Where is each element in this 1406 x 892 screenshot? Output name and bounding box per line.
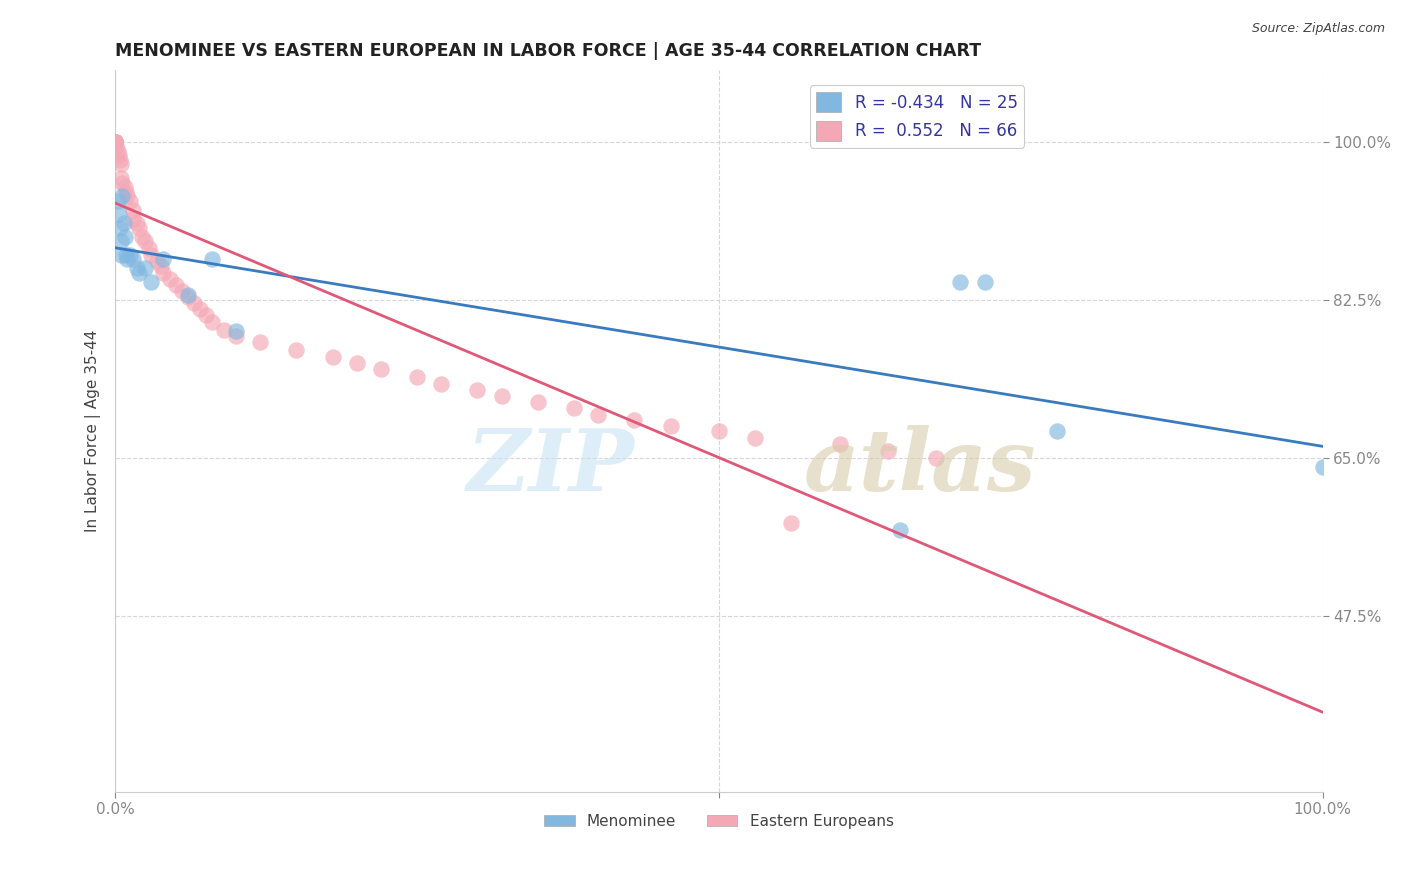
Point xyxy=(176,288,198,302)
Point xyxy=(104,135,127,149)
Point xyxy=(111,189,134,203)
Point xyxy=(212,323,235,337)
Point xyxy=(194,308,217,322)
Text: MENOMINEE VS EASTERN EUROPEAN IN LABOR FORCE | AGE 35-44 CORRELATION CHART: MENOMINEE VS EASTERN EUROPEAN IN LABOR F… xyxy=(115,42,981,60)
Point xyxy=(707,424,730,438)
Point xyxy=(107,144,129,158)
Point xyxy=(183,295,205,310)
Point xyxy=(118,248,141,262)
Point xyxy=(138,241,160,255)
Point xyxy=(188,301,211,316)
Point xyxy=(108,207,131,221)
Point xyxy=(104,135,127,149)
Point xyxy=(104,135,127,149)
Point xyxy=(104,135,127,149)
Point xyxy=(176,290,198,304)
Point xyxy=(128,220,150,235)
Y-axis label: In Labor Force | Age 35-44: In Labor Force | Age 35-44 xyxy=(86,330,101,532)
Point xyxy=(467,383,489,397)
Point xyxy=(108,148,131,162)
Point xyxy=(562,401,585,416)
Point xyxy=(104,135,127,149)
Point xyxy=(104,135,127,149)
Point xyxy=(115,248,138,262)
Point xyxy=(165,277,187,292)
Point xyxy=(134,261,156,276)
Point xyxy=(122,211,145,226)
Point xyxy=(112,216,135,230)
Point xyxy=(370,362,392,376)
Point xyxy=(780,516,803,530)
Point xyxy=(346,356,368,370)
Point xyxy=(125,216,148,230)
Point xyxy=(117,252,139,267)
Point xyxy=(949,275,972,289)
Point xyxy=(122,252,145,267)
Text: ZIP: ZIP xyxy=(467,425,634,508)
Point xyxy=(1046,424,1069,438)
Legend: Menominee, Eastern Europeans: Menominee, Eastern Europeans xyxy=(538,807,900,835)
Point xyxy=(152,252,174,267)
Point xyxy=(170,284,193,298)
Point xyxy=(973,275,995,289)
Point xyxy=(104,135,127,149)
Point xyxy=(115,185,138,199)
Point xyxy=(104,135,127,149)
Point xyxy=(104,135,127,149)
Point xyxy=(201,315,224,329)
Point xyxy=(526,395,548,409)
Point xyxy=(104,135,127,149)
Point xyxy=(108,153,131,167)
Point xyxy=(322,350,344,364)
Point xyxy=(122,202,145,217)
Point xyxy=(104,135,127,149)
Point xyxy=(150,260,173,274)
Point xyxy=(104,135,127,149)
Point xyxy=(659,419,682,434)
Point xyxy=(146,254,169,268)
Point xyxy=(114,229,136,244)
Point xyxy=(744,431,766,445)
Point xyxy=(114,180,136,194)
Point xyxy=(491,390,513,404)
Point xyxy=(111,176,134,190)
Point xyxy=(225,325,247,339)
Point xyxy=(110,171,132,186)
Point xyxy=(110,234,132,248)
Point xyxy=(105,139,128,153)
Point xyxy=(159,272,181,286)
Point xyxy=(134,234,156,248)
Point xyxy=(128,266,150,280)
Point xyxy=(925,450,948,465)
Point xyxy=(110,248,132,262)
Point xyxy=(152,266,174,280)
Point xyxy=(406,369,429,384)
Point xyxy=(430,376,453,391)
Point xyxy=(118,194,141,208)
Point xyxy=(131,229,153,244)
Point xyxy=(201,252,224,267)
Point xyxy=(107,194,129,208)
Point xyxy=(108,220,131,235)
Point xyxy=(125,261,148,276)
Point xyxy=(877,443,900,458)
Point xyxy=(141,248,163,262)
Point xyxy=(141,275,163,289)
Text: atlas: atlas xyxy=(803,425,1036,508)
Point xyxy=(104,135,127,149)
Point xyxy=(1312,459,1334,474)
Point xyxy=(889,523,911,537)
Point xyxy=(110,157,132,171)
Point xyxy=(586,408,609,422)
Point xyxy=(828,437,851,451)
Point xyxy=(225,329,247,343)
Point xyxy=(623,413,645,427)
Point xyxy=(285,343,308,357)
Point xyxy=(249,335,271,350)
Text: Source: ZipAtlas.com: Source: ZipAtlas.com xyxy=(1251,22,1385,36)
Point xyxy=(104,135,127,149)
Point xyxy=(117,189,139,203)
